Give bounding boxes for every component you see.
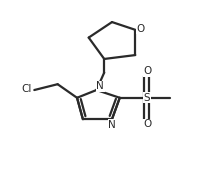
Text: O: O xyxy=(143,119,152,129)
Text: O: O xyxy=(143,66,152,76)
Text: N: N xyxy=(97,81,104,91)
Text: N: N xyxy=(108,120,116,130)
Text: Cl: Cl xyxy=(21,84,32,94)
Text: S: S xyxy=(144,93,150,103)
Text: O: O xyxy=(137,24,145,34)
